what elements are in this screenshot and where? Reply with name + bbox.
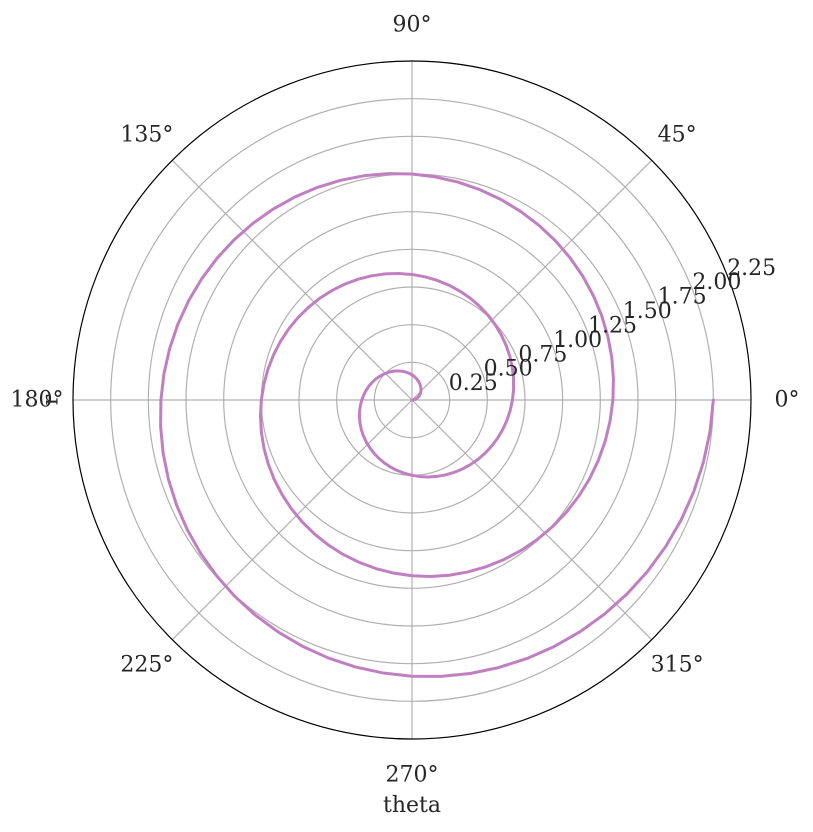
- r-tick-label: 0.25: [449, 371, 498, 396]
- theta-grid-line: [171, 159, 413, 401]
- r-tick-label: 1.25: [588, 313, 637, 338]
- spiral-series-line: [159, 172, 715, 678]
- r-tick-label: 0.50: [484, 357, 533, 382]
- theta-grid-line: [411, 399, 653, 641]
- theta-tick-label: 270°: [386, 763, 439, 788]
- theta-tick-label: 180°: [11, 388, 64, 413]
- r-tick-label: 2.00: [692, 270, 741, 295]
- theta-tick-label: 225°: [120, 653, 173, 678]
- polar-spine: [72, 60, 752, 740]
- r-tick-label: 1.75: [658, 285, 707, 310]
- theta-tick-label: 90°: [393, 13, 432, 38]
- theta-grid-line: [171, 399, 413, 641]
- r-tick-label: 1.00: [553, 328, 602, 353]
- theta-grid-line: [411, 159, 653, 401]
- grid-layer: [73, 61, 751, 739]
- theta-tick-label: 0°: [775, 388, 800, 413]
- x-axis-label: theta: [383, 793, 441, 818]
- r-tick-label: 0.75: [518, 342, 567, 367]
- label-layer: 0° 45° 90° 135° 180° 225° 270° 315° 0.250.500.75…: [11, 13, 800, 788]
- theta-tick-label: 315°: [651, 653, 704, 678]
- r-tick-label: 1.50: [623, 299, 672, 324]
- theta-tick-label: 135°: [120, 122, 173, 147]
- y-axis-label: r: [39, 394, 64, 405]
- r-tick-label: 2.25: [727, 256, 776, 281]
- theta-tick-label: 45°: [658, 122, 697, 147]
